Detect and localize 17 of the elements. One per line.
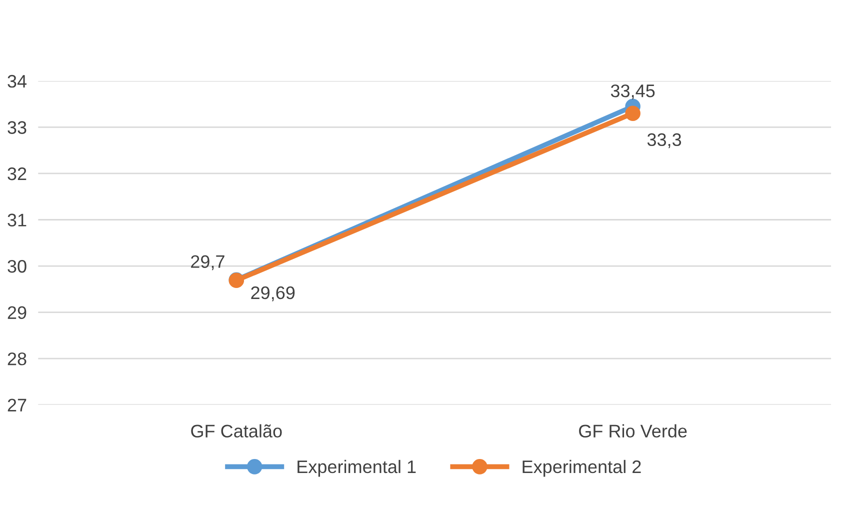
legend-label: Experimental 1 xyxy=(298,460,416,477)
y-tick-label: 27 xyxy=(8,398,26,412)
legend-label: Experimental 2 xyxy=(522,460,641,477)
data-label: 33,45 xyxy=(610,84,655,100)
data-label: 29,69 xyxy=(251,286,295,302)
y-tick-label: 31 xyxy=(8,214,26,226)
y-tick-label: 30 xyxy=(8,260,26,273)
y-tick-label: 29 xyxy=(8,306,26,319)
data-label: 33,3 xyxy=(647,133,682,148)
data-label: 29,7 xyxy=(191,255,224,270)
y-tick-label: 32 xyxy=(8,167,26,180)
y-tick-label: 33 xyxy=(8,121,26,134)
y-tick-label: 28 xyxy=(8,352,26,366)
point xyxy=(625,106,640,121)
y-tick-label: 34 xyxy=(8,74,27,88)
x-tick-label: GF Catalão xyxy=(191,424,282,438)
x-tick-label: GF Rio Verde xyxy=(579,424,687,438)
